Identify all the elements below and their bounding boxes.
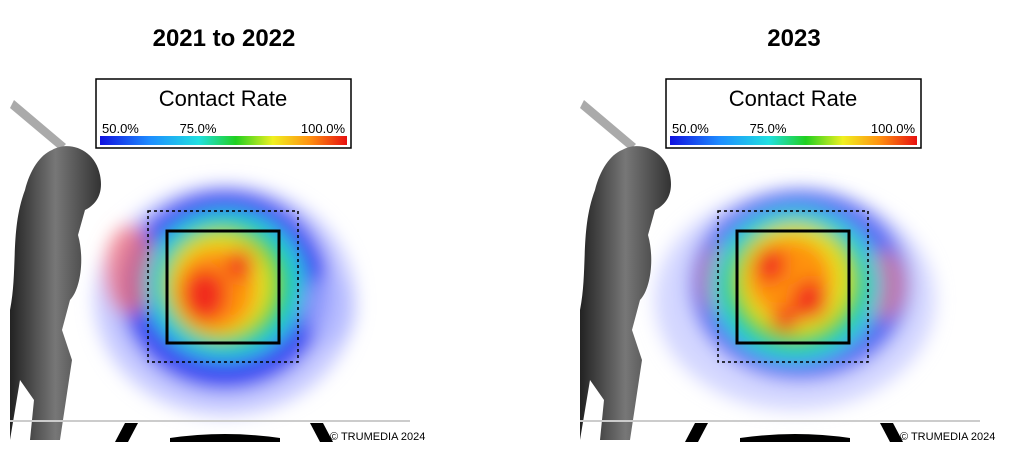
home-plate [170,434,280,442]
legend-title: Contact Rate [159,86,287,111]
ground [10,420,410,422]
legend-scale [100,136,347,145]
legend-title: Contact Rate [729,86,857,111]
heat-blob [305,275,355,345]
credit: © TRUMEDIA 2024 [900,431,995,443]
batter-box-left [685,423,708,442]
heat-blob [792,280,828,320]
panel: 2023 © TRUMEDIA 2024 Contact Rate 50.0% 75.0… [580,25,995,443]
legend-label: 75.0% [750,121,787,136]
credit: © TRUMEDIA 2024 [330,431,425,443]
heatmap [655,190,935,410]
legend-label: 75.0% [180,121,217,136]
panel-title: 2023 [767,25,820,52]
home-plate [740,434,850,442]
heat-blob [183,269,227,321]
batter-box-right [310,423,333,442]
panel-title: 2021 to 2022 [153,25,296,52]
legend-scale [670,136,917,145]
heat-blob [105,225,155,315]
heatmap [95,185,355,415]
ground [580,420,980,422]
legend-label: 100.0% [871,121,916,136]
strike-zone-outer [717,210,869,363]
legend-label: 50.0% [672,121,709,136]
strike-zone-outer [147,210,299,363]
panel: 2021 to 2022 © TRUMEDIA 2024 Contact Rate 5… [10,25,425,443]
legend-label: 50.0% [102,121,139,136]
strike-zone [735,229,851,345]
heat-blob [226,249,254,281]
batter-box-right [880,423,903,442]
bat [580,100,636,150]
batter [10,146,101,440]
legend-label: 100.0% [301,121,346,136]
strike-zone [165,229,281,345]
batter-box-left [115,423,138,442]
heat-blob [771,308,799,332]
heat-blob [754,247,786,283]
bat [10,100,66,150]
batter [580,146,671,440]
